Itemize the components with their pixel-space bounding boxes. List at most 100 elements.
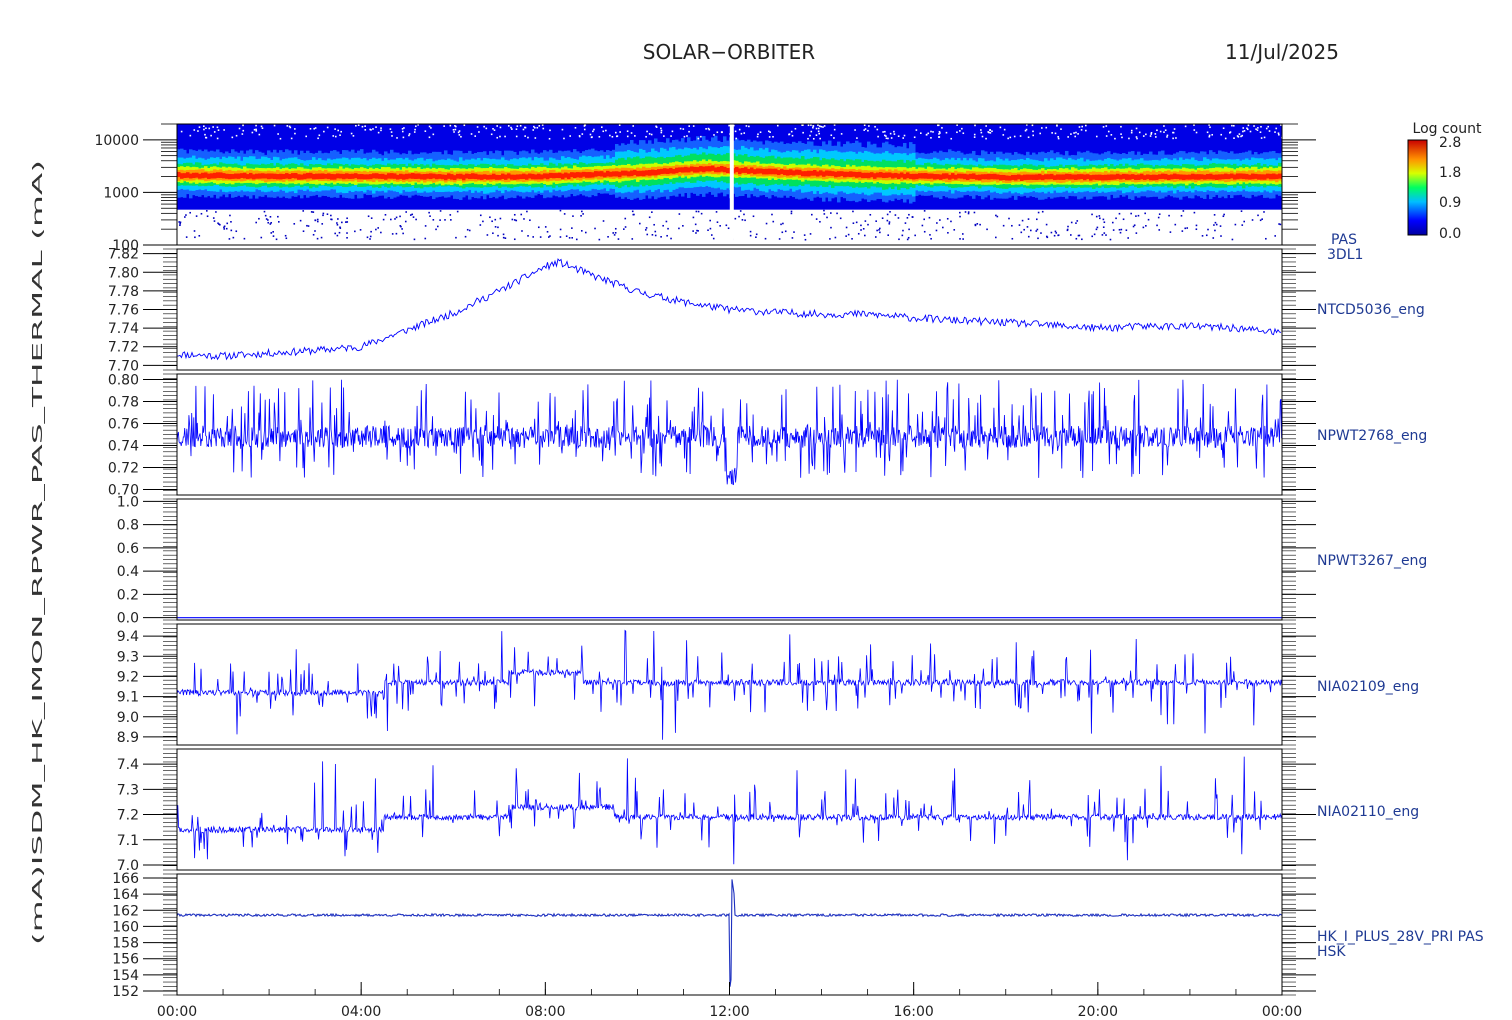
count-dot: [456, 210, 459, 213]
spectrogram-cell: [699, 166, 703, 172]
spectrogram-cell: [228, 173, 232, 180]
spectrogram-cell: [789, 169, 793, 176]
count-dot: [241, 133, 244, 135]
count-dot: [458, 134, 461, 136]
count-dot: [860, 224, 862, 227]
count-dot: [784, 230, 787, 233]
count-dot: [648, 133, 651, 135]
count-dot: [235, 230, 238, 233]
count-dot: [223, 228, 226, 230]
count-dot: [829, 238, 831, 240]
spectrogram-cell: [1062, 174, 1066, 180]
colorbar-title: Log count: [1413, 121, 1482, 137]
spectrogram-cell: [1179, 174, 1183, 180]
spectrogram-cell: [1131, 174, 1135, 180]
colorbar: Log count 2.8 1.8 0.9 0.0: [1407, 121, 1482, 242]
panel-variable-label: HK_I_PLUS_28V_PRI PAS: [1317, 929, 1484, 945]
count-dot: [1133, 224, 1136, 227]
spectrogram-cell: [795, 169, 799, 175]
count-dot: [810, 124, 812, 126]
count-dot: [479, 224, 482, 226]
count-dot: [1259, 219, 1262, 222]
spectrogram-cell: [432, 173, 436, 179]
count-dot: [1157, 216, 1160, 219]
count-dot: [255, 124, 257, 127]
spectrogram-cell: [267, 173, 271, 180]
spectrogram-cell: [1149, 174, 1153, 181]
spectrogram-cell: [516, 174, 520, 180]
spectrogram-cell: [204, 172, 208, 178]
spectrogram-cell: [279, 173, 283, 180]
count-dot: [1214, 221, 1217, 224]
count-dot: [1008, 217, 1010, 220]
count-dot: [670, 237, 672, 240]
count-dot: [1127, 237, 1129, 239]
count-dot: [178, 221, 181, 223]
count-dot: [195, 215, 198, 217]
count-dot: [527, 235, 529, 237]
spectrogram-cell: [1176, 174, 1180, 180]
count-dot: [755, 236, 757, 239]
count-dot: [411, 213, 414, 216]
count-dot: [238, 127, 241, 130]
count-dot: [863, 129, 866, 131]
spectrogram-cell: [1194, 174, 1198, 180]
count-dot: [443, 125, 445, 127]
count-dot: [208, 127, 211, 130]
spectrogram-cell: [306, 173, 310, 179]
count-dot: [382, 218, 385, 221]
count-dot: [1054, 230, 1057, 233]
count-dot: [584, 231, 587, 234]
count-dot: [1076, 220, 1079, 222]
count-dot: [830, 226, 832, 229]
count-dot: [502, 233, 505, 236]
panel-5: 9.4 9.3 9.2 9.1 9.0 8.9 NIA02109_eng: [117, 623, 1419, 746]
count-dot: [697, 230, 699, 232]
y-ticks: 9.4 9.3 9.2 9.1 9.0 8.9: [117, 623, 1316, 746]
spectrogram-cell: [357, 174, 361, 180]
spectrogram-cell: [1089, 175, 1093, 181]
count-dot: [334, 135, 337, 138]
count-dot: [1260, 125, 1262, 128]
count-dot: [956, 131, 958, 134]
y-tick-label: 7.76: [108, 303, 139, 319]
count-dot: [179, 224, 181, 227]
count-dot: [1253, 125, 1255, 127]
count-dot: [1102, 226, 1105, 229]
count-dot: [830, 134, 833, 137]
count-dot: [1156, 129, 1158, 132]
count-dot: [1035, 218, 1038, 221]
count-dot: [1135, 215, 1137, 217]
count-dot: [524, 126, 527, 129]
count-dot: [945, 131, 948, 134]
count-dot: [1098, 215, 1101, 217]
spectrogram-cell: [291, 173, 295, 179]
count-dot: [936, 222, 938, 224]
count-dot: [852, 210, 854, 213]
count-dot: [1174, 223, 1177, 226]
colorbar-tick: 1.8: [1439, 165, 1461, 181]
count-dot: [337, 129, 339, 132]
count-dot: [336, 223, 339, 226]
count-dot: [479, 214, 482, 217]
spectrogram-cell: [711, 165, 715, 171]
x-tick-label: 20:00: [1078, 1004, 1118, 1020]
count-dot: [1247, 124, 1250, 127]
count-dot: [470, 133, 473, 135]
spectrogram-cell: [1077, 174, 1081, 180]
count-dot: [961, 233, 964, 235]
count-dot: [733, 124, 735, 127]
spectrogram-cell: [936, 174, 940, 180]
count-dot: [962, 238, 964, 240]
count-dot: [902, 137, 905, 139]
spectrogram-cell: [579, 172, 583, 178]
y-tick-label: 0.4: [117, 564, 139, 580]
count-dot: [876, 229, 878, 232]
spectrogram-cell: [1251, 173, 1255, 180]
count-dot: [678, 227, 680, 230]
count-dot: [1050, 231, 1053, 234]
count-dot: [1054, 132, 1057, 135]
count-dot: [612, 232, 615, 234]
spectrogram-cell: [210, 173, 214, 179]
spectrogram-cell: [522, 173, 526, 180]
